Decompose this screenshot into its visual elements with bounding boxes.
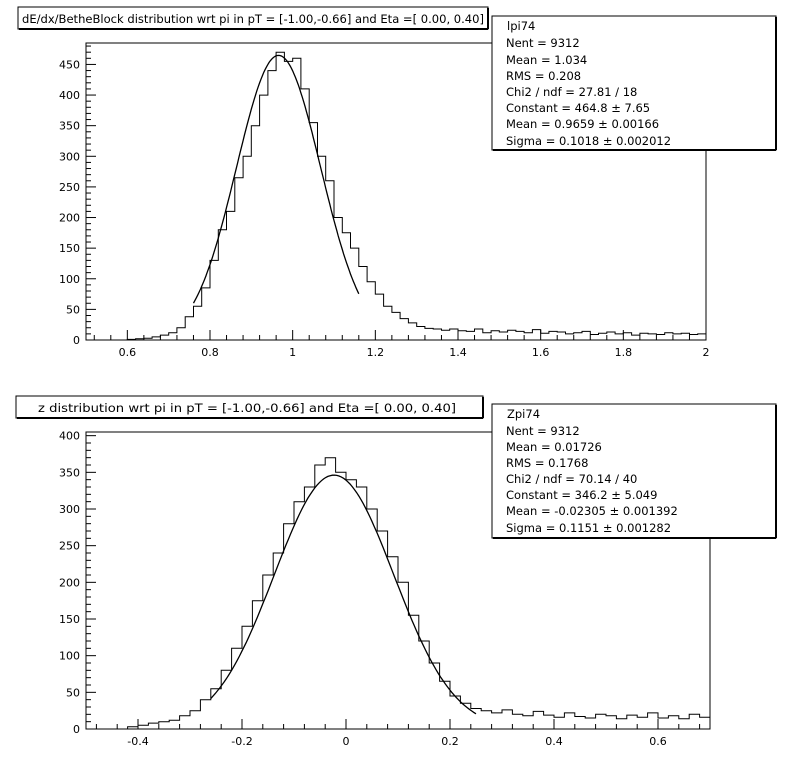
x-tick-label: 0.8: [201, 346, 219, 359]
gaussian-fit-line: [210, 474, 477, 715]
chart-1-stats-box: [491, 15, 777, 151]
chart-2-stats-nent: Nent = 9312: [506, 424, 580, 438]
chart-1-fit-curve: [192, 54, 360, 304]
y-tick-label: 400: [59, 89, 80, 102]
chart-1: 0 50 100 150 200 250 300 350 400 450 0.6 0.8 1 1.2 1.…: [17, 6, 777, 359]
chart-1-stats-nent: Nent = 9312: [506, 36, 580, 50]
chart-1-stats-constant: Constant = 464.8 ± 7.65: [506, 101, 650, 115]
chart-1-stats-rms: RMS = 0.208: [506, 69, 581, 83]
y-tick-label: 0: [73, 334, 80, 347]
y-tick-label: 300: [59, 503, 80, 516]
y-tick-label: 50: [66, 686, 80, 699]
x-tick-label: 1.2: [367, 346, 385, 359]
chart-1-y-axis: 0 50 100 150 200 250 300 350 400 450: [59, 45, 96, 347]
x-tick-label: 0.6: [119, 346, 137, 359]
x-tick-label: 0.6: [649, 735, 667, 748]
chart-1-frame: [85, 42, 707, 341]
y-tick-label: 450: [59, 58, 80, 71]
x-tick-label: 2: [703, 346, 710, 359]
histogram-steps: [126, 51, 707, 340]
chart-2-stats-rms: RMS = 0.1768: [506, 456, 588, 470]
gaussian-fit-line: [192, 54, 360, 304]
y-tick-label: 150: [59, 242, 80, 255]
x-tick-label: 1.6: [532, 346, 550, 359]
y-tick-label: 100: [59, 650, 80, 663]
x-tick-label: 0: [343, 735, 350, 748]
y-tick-label: 250: [59, 181, 80, 194]
chart-2-stats-box: [491, 403, 777, 539]
chart-1-stats-mean: Mean = 1.034: [506, 53, 587, 67]
y-tick-label: 350: [59, 120, 80, 133]
chart-1-x-axis: 0.6 0.8 1 1.2 1.4 1.6 1.8 2: [93, 330, 710, 359]
chart-2-stats-fit-mean: Mean = -0.02305 ± 0.001392: [506, 504, 678, 518]
y-tick-label: 0: [73, 723, 80, 736]
y-tick-label: 200: [59, 212, 80, 225]
x-tick-label: 1.8: [615, 346, 633, 359]
chart-1-stats-chi2: Chi2 / ndf = 27.81 / 18: [506, 85, 637, 99]
y-tick-label: 350: [59, 466, 80, 479]
chart-2-frame: [85, 431, 711, 730]
chart-1-stats-name: lpi74: [507, 19, 535, 33]
histogram-steps: [127, 457, 711, 729]
chart-1-title: dE/dx/BetheBlock distribution wrt pi in …: [22, 12, 484, 26]
chart-2-histogram: [127, 457, 711, 729]
y-tick-label: 200: [59, 576, 80, 589]
chart-1-histogram: [126, 51, 707, 340]
chart-2-stats-name: Zpi74: [507, 407, 540, 421]
chart-2-x-axis: -0.4 -0.2 0 0.2 0.4 0.6: [95, 719, 701, 748]
y-tick-label: 50: [66, 303, 80, 316]
y-tick-label: 150: [59, 613, 80, 626]
chart-2-stats-sigma: Sigma = 0.1151 ± 0.001282: [506, 521, 671, 535]
chart-1-stats-fit-mean: Mean = 0.9659 ± 0.00166: [506, 117, 659, 131]
chart-2-y-axis: 0 50 100 150 200 250 300 350 400: [59, 430, 96, 736]
y-tick-label: 400: [59, 430, 80, 443]
x-tick-label: -0.2: [231, 735, 252, 748]
chart-1-stats-sigma: Sigma = 0.1018 ± 0.002012: [506, 134, 671, 148]
x-tick-label: 1: [289, 346, 296, 359]
y-tick-label: 250: [59, 540, 80, 553]
chart-2-stats-constant: Constant = 346.2 ± 5.049: [506, 488, 657, 502]
x-tick-label: 0.4: [545, 735, 563, 748]
chart-2-title: z distribution wrt pi in pT = [-1.00,-0.…: [38, 401, 456, 415]
x-tick-label: -0.4: [127, 735, 148, 748]
y-tick-label: 100: [59, 273, 80, 286]
chart-2-stats-chi2: Chi2 / ndf = 70.14 / 40: [506, 472, 637, 486]
chart-2: 0 50 100 150 200 250 300 350 400 -0.4 -0.2 0 0.2 0.4…: [15, 395, 777, 748]
x-tick-label: 0.2: [441, 735, 459, 748]
x-tick-label: 1.4: [449, 346, 467, 359]
y-tick-label: 300: [59, 150, 80, 163]
chart-2-stats-mean: Mean = 0.01726: [506, 440, 602, 454]
chart-2-fit-curve: [210, 474, 477, 715]
